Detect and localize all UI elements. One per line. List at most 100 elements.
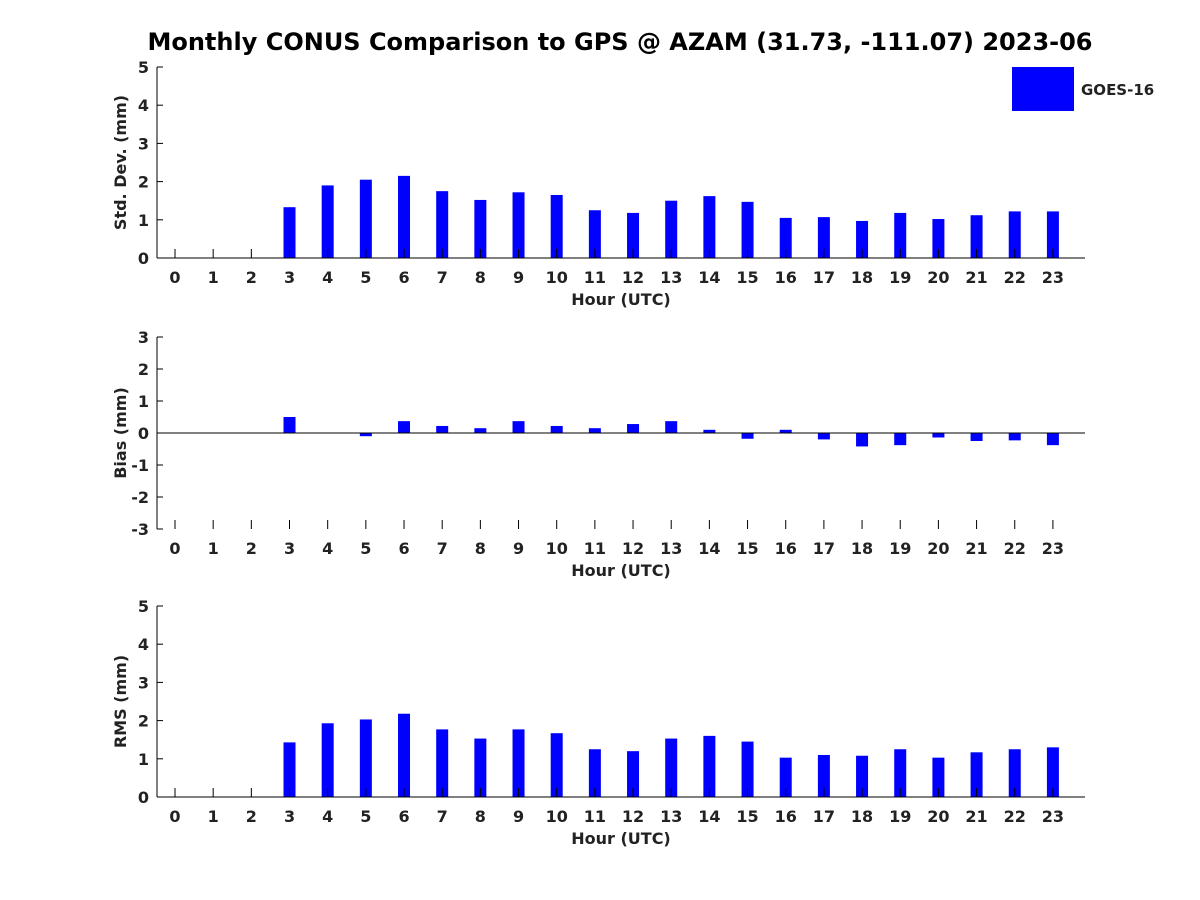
bar xyxy=(398,421,411,433)
x-tick-label: 21 xyxy=(965,807,987,826)
x-tick-label: 5 xyxy=(360,268,371,287)
bar xyxy=(703,735,716,797)
x-tick-label: 11 xyxy=(584,807,606,826)
x-tick-label: 19 xyxy=(889,268,911,287)
bar xyxy=(627,751,640,797)
bar xyxy=(588,210,601,258)
bar xyxy=(1008,211,1021,258)
y-tick-label: 4 xyxy=(138,96,149,115)
y-axis-label: Bias (mm) xyxy=(111,387,130,479)
bar xyxy=(703,196,716,258)
legend-label: GOES-16 xyxy=(1081,81,1154,99)
x-tick-label: 12 xyxy=(622,807,644,826)
bar xyxy=(1046,747,1059,797)
x-tick-label: 7 xyxy=(437,539,448,558)
bar xyxy=(779,217,792,258)
x-tick-label: 16 xyxy=(775,539,797,558)
bar xyxy=(512,729,525,797)
x-tick-label: 2 xyxy=(246,539,257,558)
x-tick-label: 5 xyxy=(360,807,371,826)
x-tick-label: 12 xyxy=(622,539,644,558)
bar xyxy=(512,421,525,433)
y-tick-label: 2 xyxy=(138,360,149,379)
bar xyxy=(665,738,678,797)
bar xyxy=(894,749,907,797)
x-tick-label: 18 xyxy=(851,539,873,558)
x-tick-label: 20 xyxy=(927,268,949,287)
bar xyxy=(474,738,487,797)
x-tick-label: 14 xyxy=(698,268,720,287)
x-axis-label: Hour (UTC) xyxy=(571,829,671,848)
bar xyxy=(932,757,945,797)
bar xyxy=(932,433,945,438)
x-tick-label: 14 xyxy=(698,539,720,558)
x-tick-label: 10 xyxy=(546,268,568,287)
x-tick-label: 13 xyxy=(660,807,682,826)
bar xyxy=(436,191,449,258)
bar xyxy=(1046,211,1059,258)
x-tick-label: 1 xyxy=(208,268,219,287)
bar xyxy=(321,185,334,258)
x-tick-label: 23 xyxy=(1042,807,1064,826)
x-tick-label: 7 xyxy=(437,268,448,287)
bar xyxy=(856,220,869,258)
bar xyxy=(779,429,792,433)
x-tick-label: 3 xyxy=(284,539,295,558)
bar xyxy=(1046,433,1059,446)
bar xyxy=(283,417,296,433)
x-tick-label: 17 xyxy=(813,807,835,826)
x-tick-label: 1 xyxy=(208,539,219,558)
x-tick-label: 16 xyxy=(775,807,797,826)
bar xyxy=(627,424,640,433)
x-tick-label: 4 xyxy=(322,539,333,558)
chart-title: Monthly CONUS Comparison to GPS @ AZAM (… xyxy=(147,28,1093,56)
x-tick-label: 17 xyxy=(813,268,835,287)
bar xyxy=(856,433,869,447)
x-tick-label: 4 xyxy=(322,268,333,287)
x-tick-label: 19 xyxy=(889,807,911,826)
x-axis-label: Hour (UTC) xyxy=(571,290,671,309)
legend-swatch xyxy=(1012,67,1074,111)
y-tick-label: 4 xyxy=(138,635,149,654)
bar xyxy=(1008,749,1021,797)
y-tick-label: 0 xyxy=(138,424,149,443)
bar xyxy=(588,749,601,797)
y-tick-label: 2 xyxy=(138,712,149,731)
x-tick-label: 22 xyxy=(1004,539,1026,558)
x-tick-label: 15 xyxy=(736,268,758,287)
bar xyxy=(283,742,296,797)
x-tick-label: 8 xyxy=(475,539,486,558)
y-tick-label: -1 xyxy=(131,456,149,475)
x-tick-label: 3 xyxy=(284,268,295,287)
bar xyxy=(512,192,525,258)
y-axis-label: RMS (mm) xyxy=(111,655,130,748)
bar xyxy=(550,425,563,433)
x-tick-label: 14 xyxy=(698,807,720,826)
x-tick-label: 22 xyxy=(1004,268,1026,287)
bar xyxy=(779,757,792,797)
x-tick-label: 9 xyxy=(513,268,524,287)
x-tick-label: 9 xyxy=(513,539,524,558)
x-tick-label: 20 xyxy=(927,539,949,558)
x-tick-label: 16 xyxy=(775,268,797,287)
bar xyxy=(932,219,945,258)
bar xyxy=(894,212,907,258)
bar xyxy=(817,754,830,797)
x-tick-label: 4 xyxy=(322,807,333,826)
x-tick-label: 19 xyxy=(889,539,911,558)
x-tick-label: 6 xyxy=(398,539,409,558)
legend: GOES-16 xyxy=(1012,67,1154,111)
y-tick-label: 0 xyxy=(138,249,149,268)
bar xyxy=(627,212,640,258)
bar xyxy=(970,752,983,797)
x-tick-label: 17 xyxy=(813,539,835,558)
x-tick-label: 10 xyxy=(546,539,568,558)
bar xyxy=(398,713,411,797)
x-tick-label: 15 xyxy=(736,807,758,826)
y-tick-label: 3 xyxy=(138,328,149,347)
